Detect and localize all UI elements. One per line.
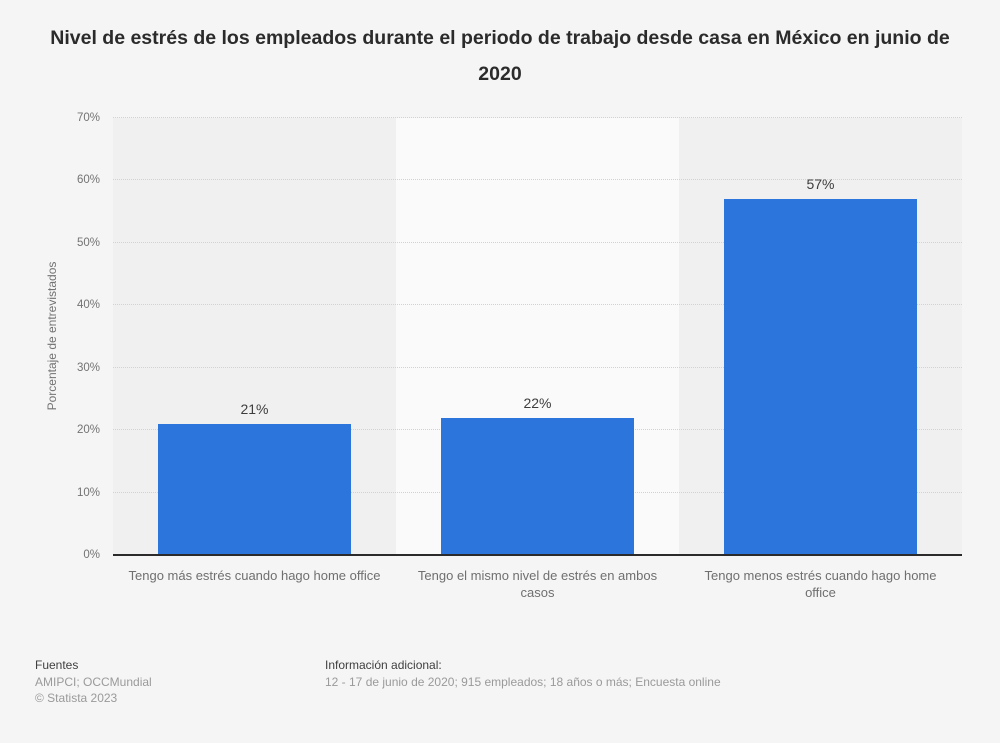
bar-slot: 22% [396, 118, 679, 555]
gridline-50 [113, 241, 962, 243]
gridline-70 [113, 117, 962, 118]
sources-text: AMIPCI; OCCMundial [35, 674, 152, 689]
bar-slot: 21% [113, 118, 396, 555]
bar-value-label: 57% [806, 176, 835, 193]
bar-slot: 57% [679, 118, 962, 555]
footer-additional-info: Información adicional: 12 - 17 de junio … [325, 657, 721, 690]
sources-label: Fuentes [35, 658, 79, 672]
y-tick-label-60pct: 60% [76, 174, 100, 187]
bar [723, 199, 917, 555]
category-label: Tengo más estrés cuando hago home office [128, 568, 381, 583]
category-label: Tengo menos estrés cuando hago home offi… [704, 568, 937, 600]
bar-value-label: 22% [523, 394, 552, 411]
additional-info-label: Información adicional: [325, 658, 442, 672]
gridline-30 [113, 366, 962, 368]
category-label: Tengo el mismo nivel de estrés en ambos … [417, 568, 658, 600]
gridline-40 [113, 304, 962, 306]
footer-sources: Fuentes AMIPCI; OCCMundial © Statista 20… [35, 657, 152, 707]
gridline-60 [113, 179, 962, 181]
y-tick-label-40pct: 40% [76, 299, 100, 312]
copyright-text: © Statista 2023 [35, 691, 118, 705]
y-tick-label-50pct: 50% [76, 236, 100, 249]
plot-area: 21% 22% 57% [113, 117, 962, 556]
y-tick-label-20pct: 20% [76, 424, 100, 437]
y-tick-label-70pct: 70% [76, 112, 100, 124]
y-axis-title: Porcentaje de entrevistados [45, 261, 59, 411]
y-tick-label-30pct: 30% [76, 361, 100, 374]
additional-info-text: 12 - 17 de junio de 2020; 915 empleados;… [325, 674, 721, 689]
y-tick-label-10pct: 10% [76, 486, 100, 499]
x-axis-line [113, 554, 962, 556]
bar-value-label: 21% [240, 400, 269, 417]
y-tick-label-0pct: 0% [83, 549, 100, 561]
bar [157, 423, 351, 555]
bar [440, 417, 634, 555]
y-axis-ticks: 0% 10% 20% 30% 40% 50% 60% 70% [58, 112, 100, 561]
chart-title: Nivel de estrés de los empleados durante… [50, 27, 950, 85]
x-axis-category-labels: Tengo más estrés cuando hago home office… [113, 567, 962, 601]
